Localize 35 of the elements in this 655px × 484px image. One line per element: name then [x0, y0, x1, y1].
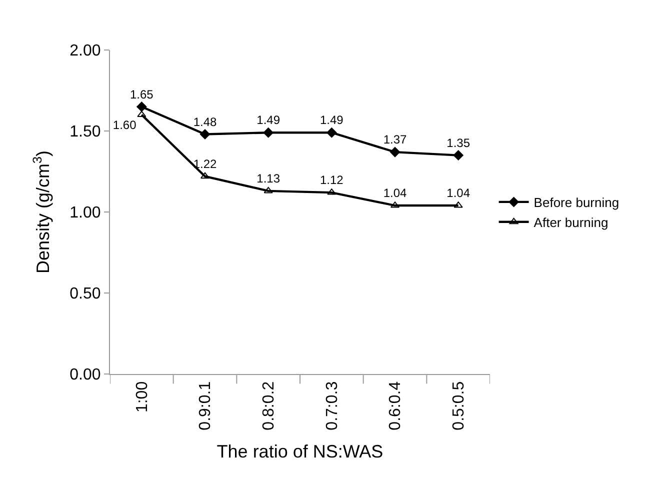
data-label: 1.04: [446, 186, 470, 200]
point: [264, 186, 273, 194]
data-label: 1.65: [130, 87, 154, 102]
point: [390, 147, 400, 158]
y-tick-label: 0.50: [70, 286, 101, 303]
legend-label: Before burning: [534, 195, 620, 210]
data-label: 1.12: [320, 173, 344, 188]
point: [200, 129, 210, 140]
point: [200, 172, 210, 179]
data-label: 1.49: [256, 113, 280, 128]
data-label: 1.60: [112, 118, 137, 132]
x-tick-label: 0.9:0.1: [197, 381, 214, 430]
x-tick-label: 1:00: [134, 381, 151, 413]
x-tick-label: 0.6:0.4: [387, 381, 404, 430]
data-label: 1.13: [256, 172, 280, 186]
y-tick-label: 1.00: [70, 204, 101, 222]
data-label: 1.22: [193, 156, 217, 171]
data-label: 1.48: [193, 114, 217, 129]
y-tick-label: 2.00: [70, 42, 101, 60]
point: [136, 102, 147, 112]
x-tick-label: 0.7:0.3: [324, 381, 341, 430]
legend-label: After burning: [534, 214, 608, 230]
point: [326, 128, 337, 138]
point: [137, 110, 146, 118]
x-tick-label: 0.5:0.5: [450, 381, 468, 430]
y-tick-label: 0.00: [70, 366, 101, 384]
point: [453, 150, 464, 160]
data-label: 1.37: [383, 132, 407, 147]
point: [263, 128, 274, 138]
x-tick-label: 0.8:0.2: [260, 381, 278, 430]
data-label: 1.04: [383, 186, 407, 200]
data-label: 1.35: [446, 136, 470, 150]
data-label: 1.49: [320, 113, 344, 128]
x-axis-title: The ratio of NS:WAS: [216, 441, 384, 462]
y-tick-label: 1.50: [70, 124, 101, 141]
